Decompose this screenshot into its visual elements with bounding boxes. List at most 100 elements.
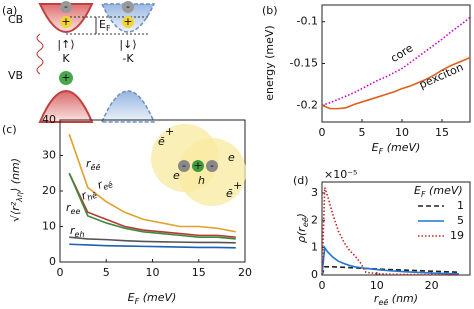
- y-tick-label: 0: [311, 268, 318, 281]
- legend-label-part: 19: [450, 229, 464, 242]
- spin-down: |↓⟩: [119, 38, 136, 51]
- cb-label: CB: [8, 13, 23, 26]
- series-label-part: r: [70, 224, 76, 237]
- sign: -: [64, 0, 68, 13]
- y-axis-label: ρ(reē): [295, 213, 310, 243]
- x-axis-label-part: (meV): [139, 291, 176, 304]
- x-axis-label: EF (meV): [128, 291, 177, 306]
- series-line: [68, 172, 236, 238]
- series-label-part: r: [96, 177, 106, 191]
- inset-sign: +: [233, 179, 242, 192]
- x-axis-label-part: (nm): [388, 292, 418, 305]
- series-label: reē: [96, 174, 115, 193]
- particle: [122, 16, 134, 28]
- x-axis-label-part: F: [379, 147, 384, 156]
- series-line: [321, 56, 471, 110]
- series-line: [69, 243, 236, 249]
- panel-label: (b): [262, 4, 278, 17]
- inset-label: ē: [226, 187, 233, 200]
- valley-k: K: [62, 52, 70, 65]
- inset-particle: [206, 160, 218, 172]
- series-label-part: eē: [102, 180, 114, 192]
- y-tick-label: 20: [42, 184, 56, 197]
- wavy-line: [36, 33, 44, 75]
- series-label-part: r: [66, 201, 72, 214]
- series-label-part: r: [79, 188, 89, 202]
- inset-sign: +: [193, 159, 202, 172]
- series-label-part: ēē: [91, 163, 101, 172]
- x-axis-label-part: E: [372, 141, 379, 154]
- y-axis-label-part: ): [295, 213, 308, 218]
- series-label: reh: [70, 224, 85, 239]
- y-tick-label: -0.2: [297, 98, 318, 111]
- x-axis-label: reē (nm): [374, 292, 418, 307]
- legend-title-part: (meV): [426, 184, 463, 197]
- y-tick-label: -0.1: [297, 15, 318, 28]
- spin-up: |↑⟩: [57, 38, 74, 51]
- x-axis-label-part: (meV): [383, 141, 420, 154]
- x-axis-label-part: eē: [378, 298, 388, 307]
- electron: [60, 1, 72, 13]
- y-axis-label-part: ρ(r: [295, 226, 308, 243]
- series-line: [321, 187, 460, 276]
- hole: [59, 71, 73, 85]
- series-label-part: ee: [71, 207, 81, 216]
- series-label: core: [388, 41, 415, 65]
- series-line: [321, 16, 471, 107]
- series-line: [321, 265, 460, 276]
- y-multiplier: ×10⁻⁵: [324, 168, 357, 181]
- band-diagram: (a) CB VB EF - + - + + |↑⟩ |↓⟩ K -K: [2, 0, 156, 123]
- x-tick-label: 5: [359, 126, 366, 139]
- legend-label-part: 1: [457, 199, 464, 212]
- x-axis-label-part: E: [128, 291, 135, 304]
- x-tick-label: 10: [395, 126, 409, 139]
- y-tick-label: -0.15: [290, 57, 318, 70]
- x-tick-label: 0: [57, 266, 64, 279]
- x-axis-label-part: r: [374, 292, 380, 305]
- inset-particle: [192, 160, 204, 172]
- fermi-e: E: [99, 18, 106, 31]
- y-axis-label-part: eē: [301, 217, 310, 227]
- sign: +: [61, 71, 70, 84]
- series-label: rhē: [79, 185, 98, 204]
- x-tick-label: 20: [425, 279, 439, 292]
- y-tick-label: 30: [42, 149, 56, 162]
- inset-label: ē: [158, 135, 165, 148]
- y-axis-label: √⟨r²λη⟩ (nm): [9, 158, 24, 222]
- vb-label: VB: [8, 69, 23, 82]
- y-tick-label: 2: [311, 213, 318, 226]
- legend-label-part: 5: [457, 214, 464, 227]
- series-label-part: r: [86, 157, 92, 170]
- fermi-sub: F: [106, 24, 111, 33]
- sign: +: [123, 15, 132, 28]
- series-line: [68, 172, 236, 240]
- x-axis-label-part: F: [135, 297, 140, 306]
- x-axis-label: EF (meV): [372, 141, 421, 156]
- series-label-part: core: [388, 41, 415, 65]
- y-tick-label: 0: [49, 255, 56, 268]
- x-tick-label: 20: [238, 266, 252, 279]
- legend-label: 19: [450, 229, 464, 242]
- inset-label: e: [228, 151, 235, 164]
- inset-sign: +: [165, 125, 174, 138]
- sign: +: [61, 15, 70, 28]
- sign: -: [126, 0, 130, 13]
- inset-sign: -: [210, 159, 214, 172]
- y-tick-label: 3: [311, 186, 318, 199]
- series-label-part: eh: [75, 230, 85, 239]
- inset-sign: -: [182, 159, 186, 172]
- series-line: [69, 236, 236, 244]
- legend-label: 5: [457, 214, 464, 227]
- legend-label: 1: [457, 199, 464, 212]
- y-axis-label-part: ⟩ (nm): [9, 158, 22, 193]
- panel-label: (a): [2, 4, 17, 17]
- electron: [122, 1, 134, 13]
- vb-band-mk: [100, 90, 156, 123]
- vb-band-k: [38, 90, 94, 123]
- y-tick-label: 1: [311, 241, 318, 254]
- series-label: ree: [66, 201, 80, 216]
- series-label: pexciton: [417, 60, 465, 91]
- fermi-label: EF: [99, 18, 111, 33]
- x-tick-label: 15: [435, 126, 449, 139]
- y-axis-label-part: λη: [15, 192, 24, 203]
